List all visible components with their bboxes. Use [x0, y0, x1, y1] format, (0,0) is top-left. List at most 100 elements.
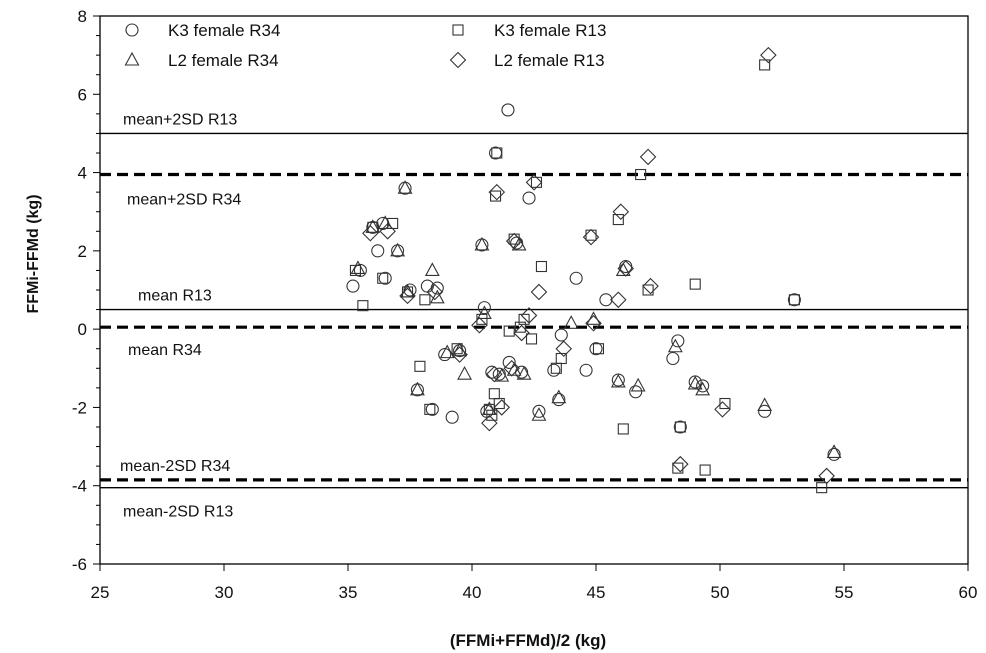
legend-marker-circle	[125, 23, 139, 37]
data-point	[592, 343, 605, 355]
data-point	[599, 293, 613, 307]
series-square	[349, 59, 828, 494]
data-point	[445, 410, 459, 424]
data-point	[818, 467, 835, 485]
data-point	[490, 190, 502, 202]
data-point	[353, 263, 367, 277]
data-point	[699, 464, 711, 476]
data-point	[554, 328, 568, 342]
data-point	[673, 420, 687, 434]
y-axis-label: FFMi-FFMd (kg)	[25, 194, 42, 313]
data-point	[488, 183, 506, 201]
data-point	[535, 260, 547, 273]
data-point	[714, 401, 731, 418]
data-point	[674, 421, 686, 433]
data-point	[585, 314, 602, 332]
data-point	[719, 397, 731, 410]
data-point	[695, 381, 711, 396]
data-point	[758, 404, 772, 418]
data-point	[563, 315, 579, 329]
data-point	[493, 399, 511, 416]
data-point	[555, 340, 573, 357]
data-point	[759, 59, 771, 71]
data-point	[760, 46, 777, 64]
data-point	[426, 283, 444, 301]
series-circle	[346, 103, 841, 461]
data-point	[615, 262, 631, 276]
data-point	[589, 342, 603, 356]
data-point	[502, 355, 516, 369]
data-point	[471, 316, 488, 334]
data-point	[438, 348, 452, 362]
x-tick-label: 35	[339, 583, 358, 602]
legend-label: K3 female R34	[168, 21, 280, 40]
data-point	[390, 242, 406, 257]
data-point	[612, 203, 630, 220]
data-point	[617, 260, 635, 277]
data-point	[687, 375, 703, 390]
data-point	[787, 293, 801, 307]
data-point	[481, 414, 498, 432]
reference-line-label: mean-2SD R13	[123, 504, 233, 521]
data-point	[357, 300, 369, 312]
data-point	[481, 401, 497, 415]
reference-line-label: mean-2SD R34	[120, 458, 230, 475]
points-layer	[346, 46, 842, 494]
data-point	[399, 287, 416, 305]
data-point	[503, 360, 520, 377]
y-tick-label: 2	[78, 242, 87, 261]
data-point	[511, 236, 527, 251]
data-point	[585, 229, 597, 241]
data-point	[451, 346, 468, 363]
data-point	[474, 236, 490, 251]
data-point	[505, 232, 523, 250]
data-point	[476, 305, 492, 320]
data-point	[514, 321, 526, 333]
x-tick-label: 30	[215, 583, 234, 602]
data-point	[672, 455, 689, 473]
data-point	[547, 363, 561, 377]
x-tick-label: 40	[463, 583, 482, 602]
data-point	[424, 262, 440, 276]
y-tick-label: 4	[78, 164, 87, 183]
data-point	[371, 244, 385, 258]
y-tick-label: 6	[78, 85, 87, 104]
data-point	[513, 324, 530, 342]
data-point	[403, 283, 417, 297]
y-tick-label: 8	[78, 7, 87, 26]
legend-label: L2 female R34	[168, 51, 279, 70]
reference-line-label: mean+2SD R13	[123, 111, 237, 128]
data-point	[518, 313, 530, 325]
data-point	[826, 444, 842, 458]
data-point	[630, 377, 646, 392]
data-point	[377, 272, 389, 284]
series-diamond	[362, 46, 835, 485]
data-point	[667, 338, 683, 353]
data-point	[414, 360, 426, 372]
data-point	[397, 180, 413, 194]
data-point	[551, 389, 567, 404]
legend-label: L2 female R13	[494, 51, 605, 70]
legend: K3 female R34 K3 female R13 L2 female R34 L…	[124, 21, 606, 70]
legend-marker-triangle	[124, 51, 140, 66]
reference-line-label: mean R13	[138, 288, 212, 305]
data-point	[520, 307, 538, 324]
data-point	[410, 381, 425, 396]
data-point	[503, 325, 515, 337]
y-tick-label: -4	[72, 477, 87, 496]
data-point	[666, 351, 680, 366]
y-tick-label: -2	[72, 398, 87, 417]
data-point	[379, 223, 396, 240]
data-point	[525, 333, 538, 345]
data-point	[582, 228, 600, 246]
reference-line-label: mean+2SD R34	[127, 192, 241, 209]
data-point	[476, 313, 488, 325]
data-point	[457, 366, 472, 380]
x-tick-label: 25	[91, 583, 110, 602]
data-point	[429, 289, 445, 304]
data-point	[424, 403, 436, 415]
data-point	[689, 278, 701, 290]
x-axis-label: (FFMi+FFMd)/2 (kg)	[450, 631, 606, 650]
data-point	[639, 148, 657, 166]
